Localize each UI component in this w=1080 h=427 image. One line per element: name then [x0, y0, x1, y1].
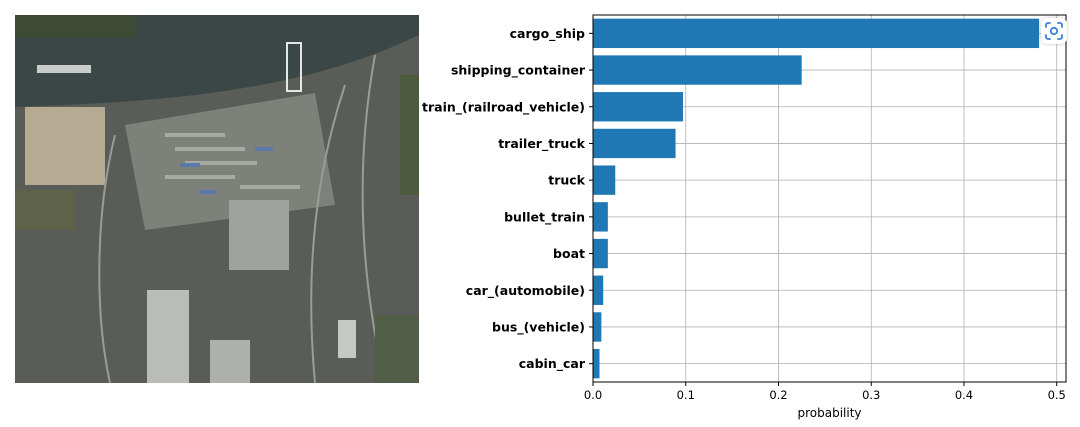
- category-label: boat: [553, 246, 585, 261]
- x-tick-label: 0.2: [769, 388, 787, 402]
- bar-car_(automobile): [593, 275, 604, 305]
- bar-boat: [593, 238, 608, 269]
- bar-trailer_truck: [593, 128, 676, 159]
- satellite-image-icon: [15, 15, 419, 383]
- category-label: trailer_truck: [498, 136, 585, 152]
- bar-cargo_ship: [593, 18, 1040, 49]
- visual-search-button[interactable]: [1041, 18, 1067, 44]
- x-tick-label: 0.5: [1048, 388, 1066, 402]
- bar-shipping_container: [593, 55, 802, 85]
- category-label: cargo_ship: [510, 26, 585, 42]
- category-label: cabin_car: [519, 356, 586, 372]
- x-tick-label: 0.0: [584, 388, 602, 402]
- category-label: shipping_container: [451, 63, 586, 79]
- x-tick-label: 0.4: [955, 388, 973, 402]
- category-label: bullet_train: [504, 209, 585, 225]
- axes-frame: [592, 14, 1067, 383]
- visual-search-icon: [1045, 22, 1063, 40]
- category-labels: cargo_ship shipping_container train_(railr…: [422, 26, 586, 372]
- satellite-image: [15, 15, 419, 383]
- x-tick-labels: 0.0 0.1 0.2 0.3 0.4 0.5: [584, 388, 1066, 402]
- bar-cabin_car: [593, 348, 600, 379]
- bar-truck: [593, 165, 616, 195]
- axes: [589, 14, 1067, 386]
- category-label: bus_(vehicle): [492, 319, 585, 335]
- bar-train_(railroad_vehicle): [593, 92, 683, 122]
- bar-bus_(vehicle): [593, 312, 602, 342]
- x-axis-title: probability: [797, 406, 861, 420]
- grid-lines: [592, 15, 1066, 382]
- x-tick-label: 0.3: [862, 388, 880, 402]
- x-tick-label: 0.1: [677, 388, 695, 402]
- bars: [593, 18, 1040, 379]
- category-label: truck: [548, 173, 585, 188]
- category-label: train_(railroad_vehicle): [422, 99, 585, 115]
- category-label: car_(automobile): [466, 283, 585, 299]
- bar-bullet_train: [593, 202, 608, 232]
